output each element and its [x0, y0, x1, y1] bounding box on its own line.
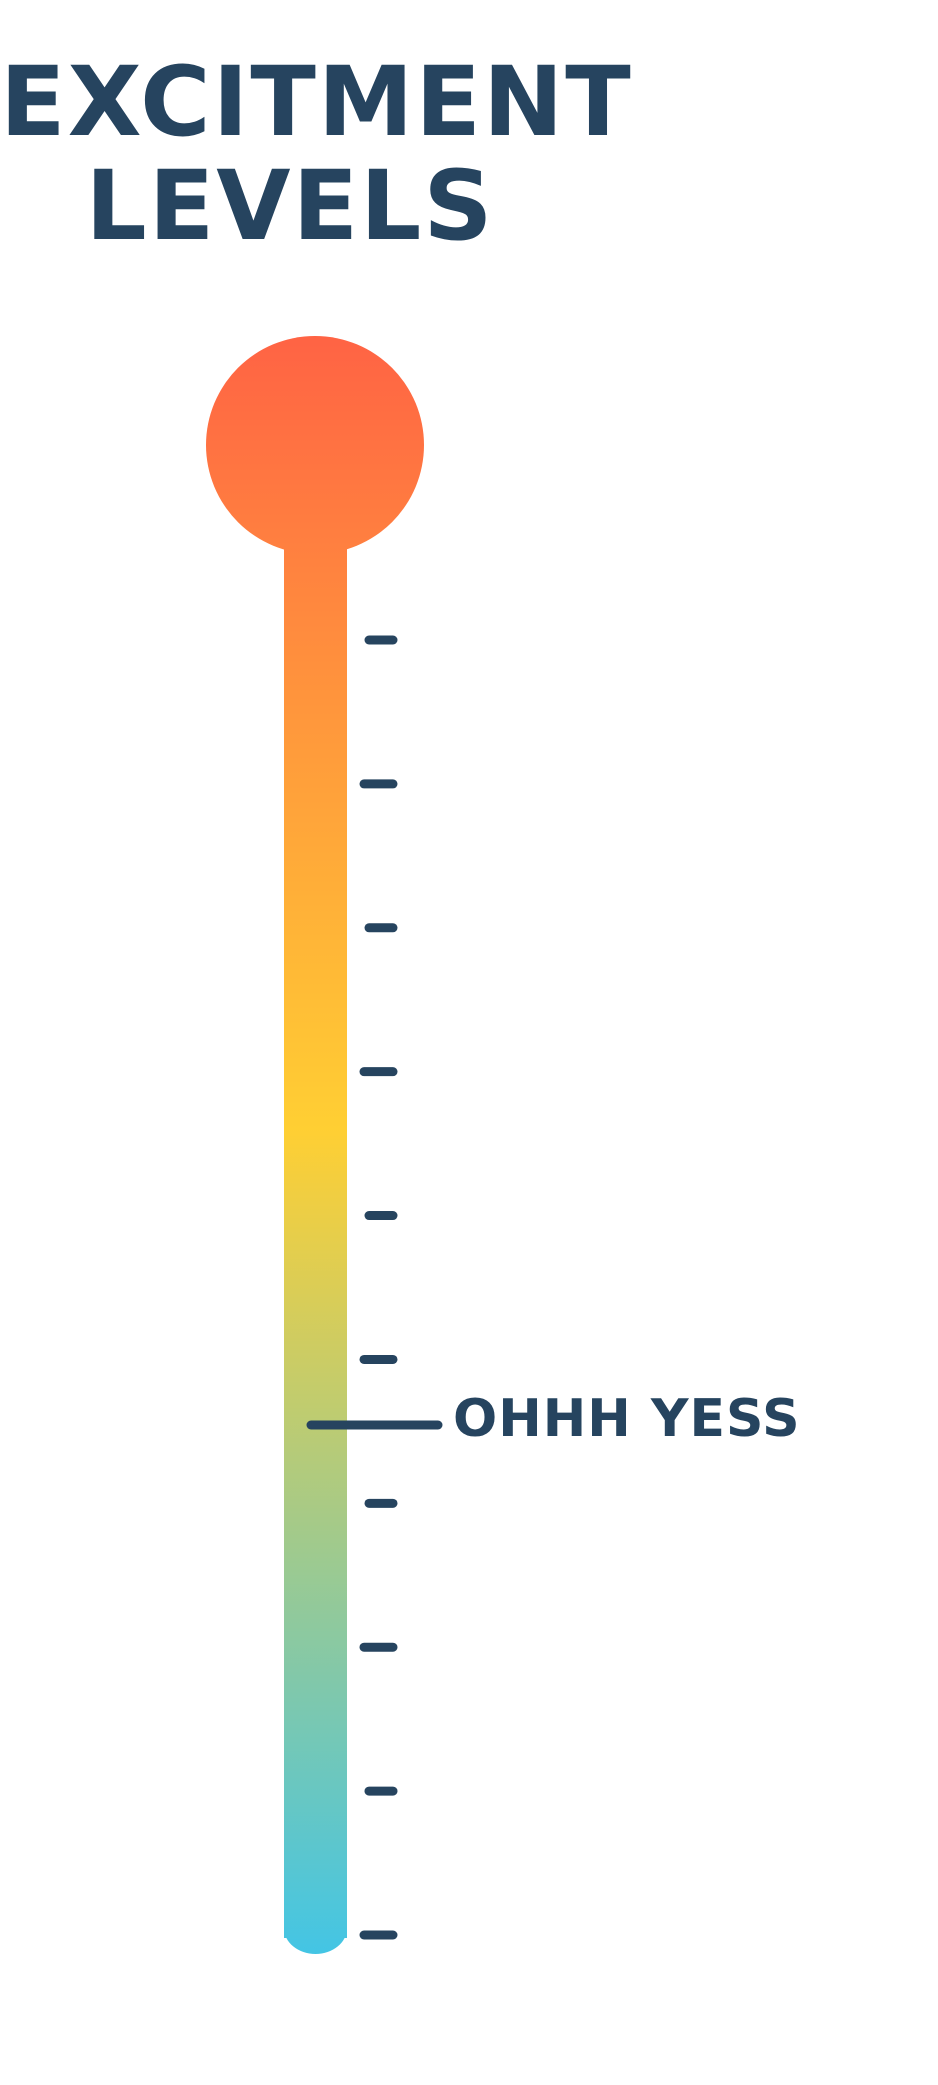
title-line-2: LEVELS [85, 150, 495, 262]
title-line-1: EXCITMENT [0, 46, 633, 158]
thermometer-base [284, 1902, 347, 1954]
thermometer-body [206, 336, 424, 1954]
chart-title: EXCITMENT LEVELS [0, 46, 633, 262]
tick-marks [359, 635, 398, 1940]
thermometer-tube [284, 500, 347, 1938]
marker-label: OHHH YESS [453, 1389, 801, 1449]
thermometer-bulb [206, 336, 424, 554]
